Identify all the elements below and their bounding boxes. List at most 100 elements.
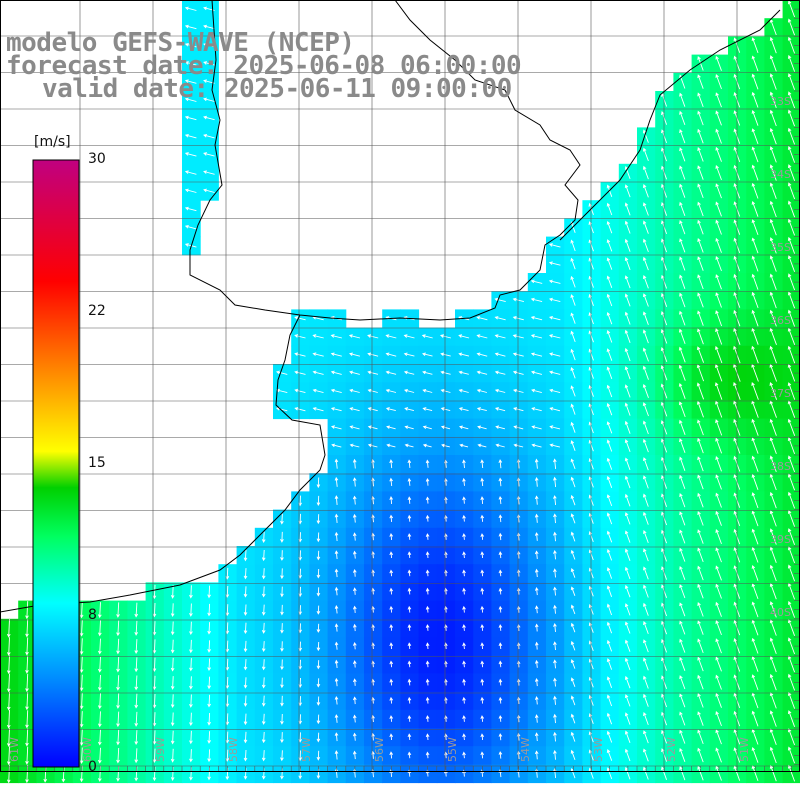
lon-label: 55W: [446, 737, 459, 762]
wind-arrow: [606, 767, 613, 780]
wind-arrow: [570, 385, 576, 397]
wind-arrow: [787, 0, 796, 18]
coastline-argentina: [0, 314, 326, 613]
wind-arrow: [624, 512, 631, 525]
wind-arrow: [512, 315, 524, 321]
speed-cell: [782, 54, 800, 74]
wind-arrow: [477, 425, 487, 430]
wind-arrow: [316, 568, 321, 579]
wind-arrow: [530, 297, 543, 303]
wind-arrow: [116, 729, 120, 746]
wind-arrow: [498, 660, 503, 668]
wind-arrow: [679, 565, 686, 580]
wind-arrow: [769, 510, 777, 527]
wind-arrow: [769, 637, 777, 654]
wind-arrow: [243, 677, 248, 689]
wind-arrow: [152, 621, 157, 636]
wind-arrow: [352, 660, 357, 668]
wind-arrow: [661, 766, 668, 780]
wind-arrow: [570, 677, 576, 687]
wind-arrow: [769, 109, 777, 127]
wind-arrow: [697, 492, 704, 508]
wind-arrow: [243, 604, 248, 616]
speed-cell: [782, 691, 800, 711]
speed-cell: [782, 673, 800, 693]
wind-arrow: [462, 477, 466, 486]
wind-arrow: [425, 533, 430, 540]
wind-arrow: [697, 183, 704, 199]
speed-cell: [782, 236, 800, 256]
wind-arrow: [553, 604, 557, 614]
wind-arrow: [516, 550, 521, 559]
speed-cell: [782, 400, 800, 420]
wind-arrow: [334, 495, 339, 505]
wind-arrow: [203, 152, 215, 157]
wind-arrow: [152, 748, 157, 763]
wind-arrow: [553, 749, 557, 760]
wind-arrow: [549, 425, 561, 430]
wind-arrow: [751, 273, 759, 290]
speed-cell: [782, 273, 800, 292]
wind-arrow: [462, 624, 466, 631]
wind-arrow: [516, 678, 521, 686]
wind-arrow: [624, 439, 631, 452]
wind-arrow: [480, 605, 485, 613]
wind-arrow: [751, 164, 759, 181]
wind-arrow: [696, 364, 705, 382]
wind-arrow: [769, 546, 777, 563]
wind-arrow: [624, 566, 631, 580]
wind-arrow: [134, 657, 139, 673]
wind-arrow: [570, 749, 576, 761]
wind-arrow: [787, 36, 796, 54]
wind-arrow: [553, 458, 557, 469]
wind-arrow: [553, 677, 557, 687]
wind-arrow: [184, 188, 197, 193]
wind-arrow: [642, 202, 649, 216]
wind-arrow: [715, 529, 722, 545]
wind-arrow: [769, 345, 777, 364]
wind-arrow: [170, 585, 175, 599]
wind-arrow: [203, 188, 215, 193]
wind-arrow: [316, 641, 321, 652]
wind-arrow: [679, 201, 686, 217]
wind-arrow: [606, 402, 613, 416]
wind-arrow: [348, 334, 361, 339]
wind-arrow: [679, 129, 686, 144]
wind-arrow: [553, 713, 557, 724]
speed-cell: [782, 728, 800, 747]
wind-arrow: [751, 601, 759, 618]
wind-arrow: [769, 528, 777, 545]
wind-arrow: [152, 657, 157, 672]
wind-arrow: [498, 477, 503, 487]
wind-arrow: [352, 458, 357, 469]
wind-arrow: [207, 640, 211, 653]
wind-arrow: [225, 567, 230, 580]
wind-arrow: [549, 370, 561, 375]
wind-arrow: [312, 388, 324, 394]
wind-arrow: [642, 347, 649, 362]
wind-arrow: [386, 443, 396, 448]
wind-arrow: [679, 310, 686, 326]
wind-arrow: [116, 638, 120, 655]
wind-arrow: [751, 309, 759, 327]
wind-arrow: [624, 639, 631, 652]
wind-arrow: [679, 638, 686, 653]
wind-arrow: [458, 352, 470, 357]
speed-cell: [782, 455, 800, 474]
wind-arrow: [494, 334, 506, 339]
wind-arrow: [403, 370, 415, 375]
wind-arrow: [152, 675, 157, 691]
wind-arrow: [715, 92, 722, 108]
wind-arrow: [679, 584, 686, 599]
wind-arrow: [440, 352, 451, 357]
speed-cell: [782, 491, 800, 511]
wind-arrow: [679, 493, 686, 508]
wind-arrow: [606, 220, 613, 234]
wind-arrow: [534, 568, 539, 578]
wind-arrow: [787, 746, 796, 764]
wind-arrow: [549, 388, 561, 394]
wind-arrow: [207, 676, 211, 690]
colorbar: [32, 159, 80, 768]
wind-arrow: [715, 620, 722, 636]
wind-arrow: [25, 601, 29, 620]
